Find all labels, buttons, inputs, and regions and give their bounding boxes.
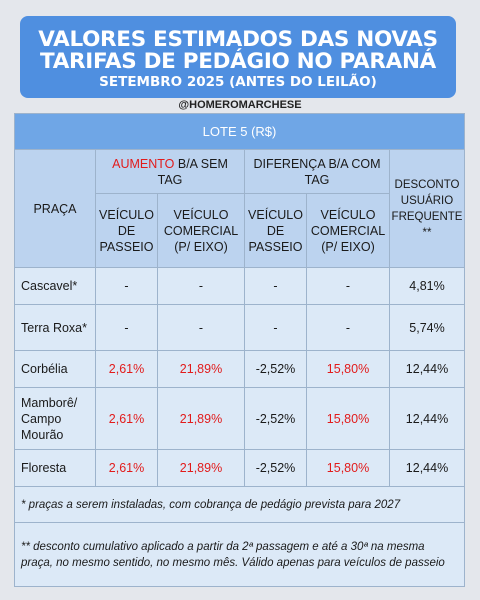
row-diferenca-comercial: 15,80% xyxy=(307,450,390,487)
row-praca: Cascavel* xyxy=(15,268,96,305)
diferenca-passeio-header: VEÍCULO DE PASSEIO xyxy=(245,194,307,268)
row-diferenca-passeio: - xyxy=(245,268,307,305)
row-aumento-passeio: - xyxy=(96,268,158,305)
row-praca: Floresta xyxy=(15,450,96,487)
row-diferenca-passeio: - xyxy=(245,305,307,351)
row-diferenca-comercial: - xyxy=(307,268,390,305)
row-praca: Mamborê/ Campo Mourão xyxy=(15,388,96,450)
title-line-1: VALORES ESTIMADOS DAS NOVAS xyxy=(38,27,438,52)
footnote-2: ** desconto cumulativo aplicado a partir… xyxy=(21,540,445,569)
row-aumento-passeio: 2,61% xyxy=(96,450,158,487)
aumento-rest: B/A SEM TAG xyxy=(157,156,228,187)
row-aumento-passeio: - xyxy=(96,305,158,351)
row-aumento-passeio: 2,61% xyxy=(96,351,158,388)
row-aumento-comercial: 21,89% xyxy=(158,450,245,487)
footnote-1: * praças a serem instaladas, com cobranç… xyxy=(15,487,464,523)
row-diferenca-passeio: -2,52% xyxy=(245,388,307,450)
title-line-2: TARIFAS DE PEDÁGIO NO PARANÁ xyxy=(40,49,436,74)
row-aumento-comercial: 21,89% xyxy=(158,388,245,450)
subtitle: SETEMBRO 2025 (ANTES DO LEILÃO) xyxy=(99,74,377,90)
author-handle: @HOMEROMARCHESE xyxy=(178,99,302,111)
row-aumento-comercial: 21,89% xyxy=(158,351,245,388)
lote-header: LOTE 5 (R$) xyxy=(15,114,464,150)
row-diferenca-passeio: -2,52% xyxy=(245,351,307,388)
row-aumento-comercial: - xyxy=(158,268,245,305)
row-diferenca-comercial: 15,80% xyxy=(307,388,390,450)
row-praca: Corbélia xyxy=(15,351,96,388)
diferenca-header: DIFERENÇA B/A COM TAG xyxy=(245,150,390,194)
aumento-header: AUMENTO B/A SEM TAG xyxy=(96,150,245,194)
tariff-table: LOTE 5 (R$) PRAÇA AUMENTO B/A SEM TAG DI… xyxy=(14,113,465,587)
row-diferenca-comercial: 15,80% xyxy=(307,351,390,388)
aumento-comercial-header: VEÍCULO COMERCIAL (P/ EIXO) xyxy=(158,194,245,268)
aumento-label: AUMENTO xyxy=(112,156,175,171)
diferenca-comercial-header: VEÍCULO COMERCIAL (P/ EIXO) xyxy=(307,194,390,268)
row-desconto: 12,44% xyxy=(390,351,464,388)
row-desconto: 4,81% xyxy=(390,268,464,305)
row-praca: Terra Roxa* xyxy=(15,305,96,351)
row-aumento-comercial: - xyxy=(158,305,245,351)
row-desconto: 12,44% xyxy=(390,450,464,487)
row-desconto: 12,44% xyxy=(390,388,464,450)
praca-header: PRAÇA xyxy=(15,150,96,268)
row-desconto: 5,74% xyxy=(390,305,464,351)
aumento-passeio-header: VEÍCULO DE PASSEIO xyxy=(96,194,158,268)
row-aumento-passeio: 2,61% xyxy=(96,388,158,450)
row-diferenca-passeio: -2,52% xyxy=(245,450,307,487)
row-diferenca-comercial: - xyxy=(307,305,390,351)
desconto-header: DESCONTO USUÁRIO FREQUENTE ** xyxy=(390,150,464,268)
title-banner: VALORES ESTIMADOS DAS NOVAS TARIFAS DE P… xyxy=(20,16,456,98)
